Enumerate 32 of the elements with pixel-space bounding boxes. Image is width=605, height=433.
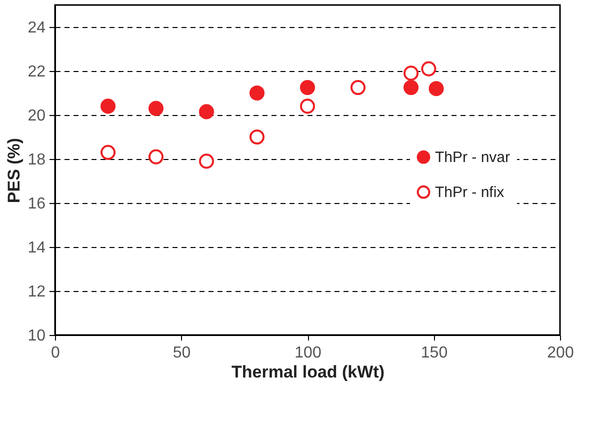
x-tick-label: 200 [547,344,574,362]
point [100,144,116,160]
point [300,80,316,96]
y-tick-label: 24 [28,20,46,36]
y-tick-label: 20 [28,108,46,124]
x-tick-label: 100 [294,344,322,362]
x-tick-label: 0 [51,344,60,362]
point [198,104,214,120]
point [148,149,164,164]
y-tick-label: 10 [28,328,46,344]
legend-label: ThPr - nfix [435,184,505,202]
x-tick-label: 50 [172,344,191,362]
y-tick-label: 18 [28,152,46,168]
x-axis-title: Thermal load (kWt) [231,362,385,382]
point [404,80,419,96]
point [421,61,436,76]
point [249,85,265,101]
y-axis-title: PES (%) [4,138,24,204]
y-tick-label: 22 [28,64,46,80]
y-tick-label: 14 [28,240,46,256]
point [428,81,444,96]
y-tick-label: 16 [28,196,46,212]
point [198,154,214,169]
point [350,80,366,96]
y-tick-label: 12 [28,284,46,300]
point [404,66,419,81]
x-tick-label: 150 [420,344,448,362]
point [100,98,116,114]
point [300,98,316,114]
point [148,100,164,116]
legend-label: ThPr - nvar [435,149,510,166]
point [249,129,265,145]
